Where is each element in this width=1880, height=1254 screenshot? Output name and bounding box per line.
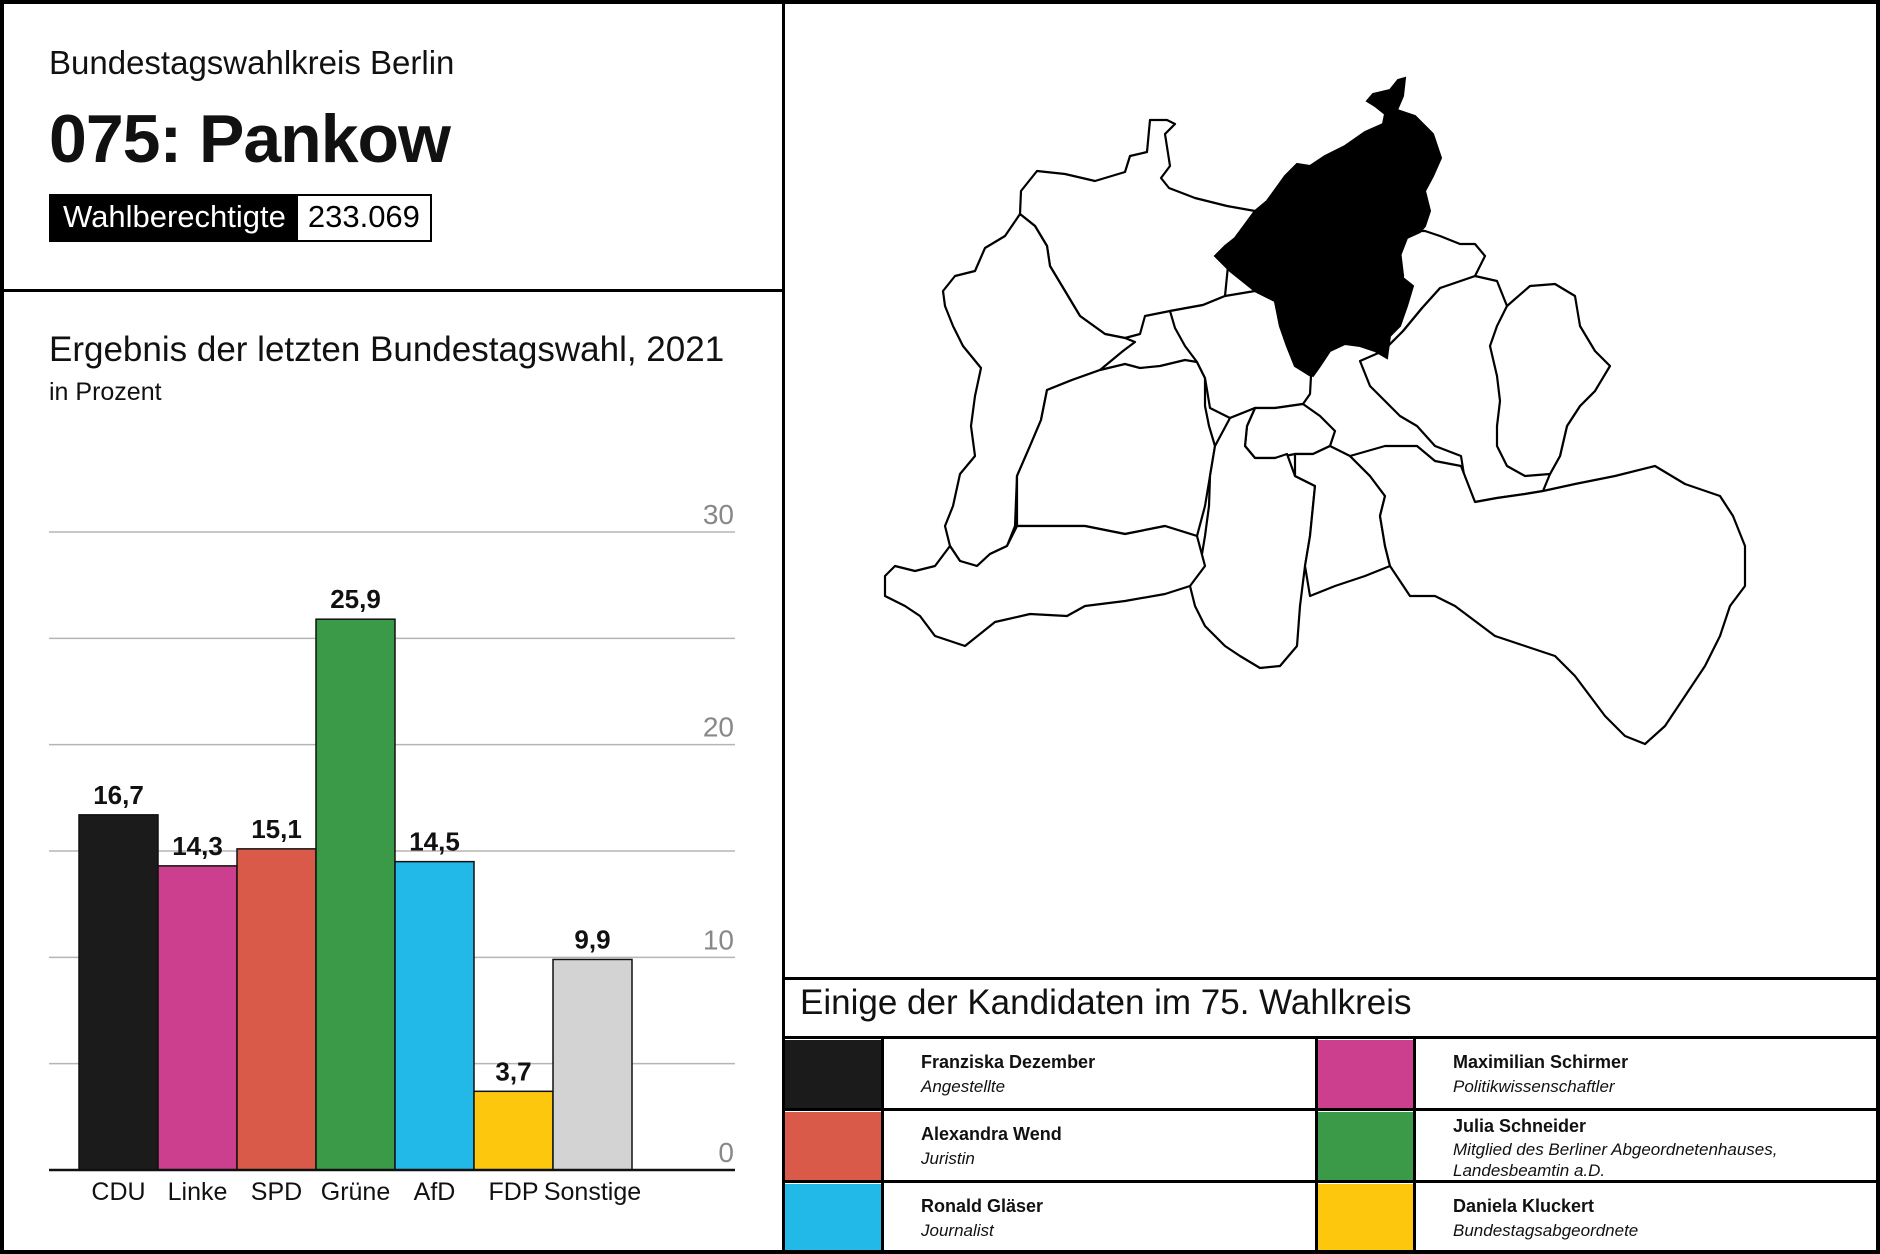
bar-value-label: 3,7 bbox=[495, 1056, 531, 1086]
party-color-swatch bbox=[1317, 1040, 1413, 1110]
x-category-label: SPD bbox=[251, 1178, 302, 1206]
party-color-swatch bbox=[785, 1040, 881, 1110]
candidates-row-divider bbox=[782, 1180, 1880, 1183]
candidate-name: Franziska Dezember bbox=[921, 1052, 1096, 1072]
vertical-divider bbox=[782, 0, 785, 1254]
berlin-map bbox=[883, 76, 1747, 746]
y-tick-label: 30 bbox=[703, 499, 734, 530]
x-category-label: AfD bbox=[414, 1178, 456, 1206]
bar-value-label: 14,5 bbox=[409, 827, 460, 857]
map-district-neukoelln bbox=[1293, 444, 1392, 598]
x-category-label: Linke bbox=[168, 1178, 228, 1206]
x-category-label: Sonstige bbox=[544, 1178, 641, 1206]
chart-title: Ergebnis der letzten Bundestagswahl, 202… bbox=[49, 330, 725, 369]
chart-subtitle: in Prozent bbox=[49, 378, 162, 406]
badge-label: Wahlberechtigte bbox=[51, 196, 298, 240]
bar bbox=[473, 1090, 554, 1171]
candidate-entry: Ronald Gläser Journalist bbox=[785, 1184, 1345, 1254]
bar-value-label: 9,9 bbox=[574, 924, 610, 954]
party-color-swatch bbox=[1317, 1112, 1413, 1182]
supertitle: Bundestagswahlkreis Berlin bbox=[49, 44, 455, 81]
bar bbox=[78, 814, 159, 1171]
bar bbox=[236, 848, 317, 1171]
bar-value-label: 25,9 bbox=[330, 584, 381, 614]
candidate-entry: Alexandra Wend Juristin bbox=[785, 1112, 1345, 1182]
candidate-name: Ronald Gläser bbox=[921, 1196, 1044, 1216]
candidates-title-divider bbox=[782, 1036, 1880, 1039]
candidate-role: Bundestagsabgeordnete bbox=[1453, 1221, 1639, 1240]
candidate-role: Juristin bbox=[921, 1149, 975, 1168]
party-color-swatch bbox=[1317, 1184, 1413, 1250]
party-color-swatch bbox=[785, 1112, 881, 1182]
candidates-row-divider bbox=[782, 1108, 1880, 1111]
bar bbox=[552, 958, 633, 1171]
bar-value-label: 14,3 bbox=[172, 831, 223, 861]
map-district-marzahn-hellersdorf bbox=[1488, 282, 1612, 478]
candidates-title: Einige der Kandidaten im 75. Wahlkreis bbox=[800, 983, 1412, 1022]
bar bbox=[315, 618, 396, 1171]
candidate-entry: Franziska Dezember Angestellte bbox=[785, 1040, 1345, 1110]
map-district-treptow-koepenick bbox=[1348, 444, 1747, 746]
bar bbox=[157, 865, 238, 1171]
candidate-name: Julia Schneider bbox=[1453, 1116, 1587, 1136]
candidate-name: Maximilian Schirmer bbox=[1453, 1052, 1629, 1072]
candidate-entry: Maximilian Schirmer Politikwissenschaftl… bbox=[1317, 1040, 1877, 1110]
map-district-charlottenburg bbox=[1015, 358, 1217, 538]
y-tick-label: 10 bbox=[703, 924, 734, 955]
candidate-role: Journalist bbox=[921, 1221, 994, 1240]
header-divider bbox=[0, 289, 784, 292]
candidates-swatch-divider bbox=[1413, 1036, 1416, 1254]
x-category-label: CDU bbox=[91, 1178, 145, 1206]
candidates-column-divider bbox=[1315, 1036, 1318, 1254]
map-district-steglitz-zehlendorf bbox=[883, 524, 1207, 648]
eligible-voters-badge: Wahlberechtigte 233.069 bbox=[49, 194, 432, 242]
map-divider bbox=[782, 977, 1880, 980]
bar-chart: 0 10 20 30 16,7 CDU 14,3 Linke 15,1 SPD 25,9 Grüne 1… bbox=[49, 499, 735, 1206]
badge-value: 233.069 bbox=[297, 196, 430, 240]
y-tick-label: 20 bbox=[703, 712, 734, 743]
candidate-entry: Julia Schneider Mitglied des Berliner Ab… bbox=[1317, 1112, 1877, 1182]
candidates-swatch-divider bbox=[881, 1036, 884, 1254]
bar bbox=[394, 860, 475, 1171]
candidate-entry: Daniela Kluckert Bundestagsabgeordnete bbox=[1317, 1184, 1877, 1254]
candidate-role: Politikwissenschaftler bbox=[1453, 1077, 1615, 1096]
candidate-name: Alexandra Wend bbox=[921, 1124, 1062, 1144]
party-color-swatch bbox=[785, 1184, 881, 1250]
candidate-role: Mitglied des Berliner Abgeordnetenhauses… bbox=[1453, 1140, 1778, 1180]
candidate-name: Daniela Kluckert bbox=[1453, 1196, 1595, 1216]
y-tick-label: 0 bbox=[718, 1137, 734, 1168]
bar-value-label: 16,7 bbox=[93, 780, 144, 810]
map-district-pankow-highlight bbox=[1213, 76, 1443, 378]
x-category-label: Grüne bbox=[321, 1178, 390, 1206]
x-category-label: FDP bbox=[489, 1178, 539, 1206]
bar-value-label: 15,1 bbox=[251, 814, 302, 844]
candidate-role: Angestellte bbox=[921, 1077, 1006, 1096]
page-title: 075: Pankow bbox=[49, 101, 451, 177]
